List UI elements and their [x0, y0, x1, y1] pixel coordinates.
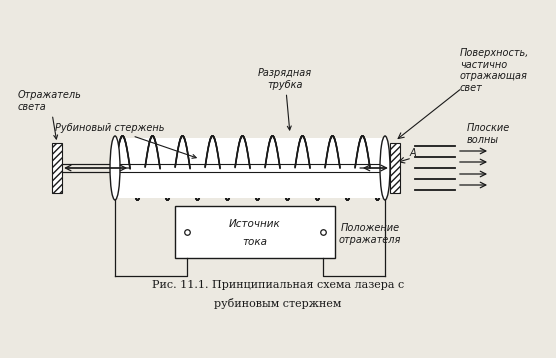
Ellipse shape [380, 136, 390, 200]
Bar [52, 143, 62, 193]
Bar [115, 138, 385, 198]
Text: Разрядная
трубка: Разрядная трубка [258, 68, 312, 130]
Text: Рис. 11.1. Принципиальная схема лазера с: Рис. 11.1. Принципиальная схема лазера с [152, 280, 404, 290]
Bar [175, 206, 335, 258]
Text: Рубиновый стержень: Рубиновый стержень [55, 123, 196, 158]
Ellipse shape [110, 136, 120, 200]
Text: Источник: Источник [229, 219, 281, 229]
Text: А: А [410, 148, 416, 158]
Text: тока: тока [242, 237, 267, 247]
Text: Поверхность,
частично
отражающая
свет: Поверхность, частично отражающая свет [460, 48, 529, 93]
Text: Отражатель
света: Отражатель света [18, 90, 82, 139]
Text: рубиновым стержнем: рубиновым стержнем [214, 298, 342, 309]
Bar [390, 143, 400, 193]
Text: Положение
отражателя: Положение отражателя [339, 223, 401, 245]
Text: Плоские
волны: Плоские волны [467, 123, 510, 145]
